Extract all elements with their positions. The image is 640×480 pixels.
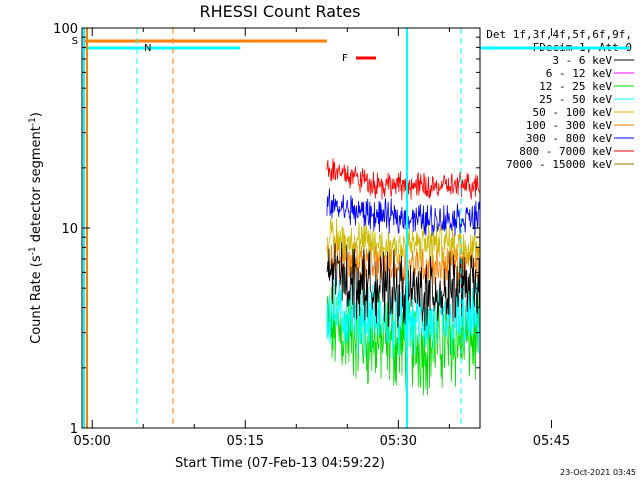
x-axis-label: Start Time (07-Feb-13 04:59:22) — [175, 456, 385, 471]
legend-label: 25 - 50 keV — [539, 93, 612, 106]
legend-label: 12 - 25 keV — [539, 80, 612, 93]
series-line-5 — [326, 238, 480, 290]
series-line-3 — [326, 277, 480, 359]
legend-header-1: Det 1f,3f,4f,5f,6f,9f, — [486, 28, 632, 41]
series-line-0 — [326, 242, 480, 331]
x-tick-label: 05:00 — [73, 434, 110, 449]
legend-label: 6 - 12 keV — [546, 67, 613, 80]
y-tick-label: 100 — [53, 22, 78, 37]
x-tick-label: 05:45 — [533, 434, 570, 449]
plot-clip-group — [326, 158, 480, 396]
legend-label: 3 - 6 keV — [552, 54, 612, 67]
flare-label: F — [342, 53, 348, 64]
legend-label: 100 - 300 keV — [526, 119, 612, 132]
legend-label: 7000 - 15000 keV — [506, 158, 612, 171]
timestamp: 23-Oct-2021 03:45 — [560, 468, 636, 477]
legend: Det 1f,3f,4f,5f,6f,9f, FDecim 1, Att 0 3… — [486, 28, 634, 171]
legend-label: 300 - 800 keV — [526, 132, 612, 145]
x-tick-label: 05:15 — [227, 434, 264, 449]
chart-title: RHESSI Count Rates — [200, 2, 361, 21]
attenuator-label: S — [72, 36, 78, 47]
y-axis-label: Count Rate (s-1 detector segment-1) — [28, 112, 44, 344]
plot-frame — [81, 27, 481, 429]
legend-label: 50 - 100 keV — [533, 106, 613, 119]
series-line-4 — [326, 217, 480, 267]
series-line-6 — [326, 188, 480, 236]
x-tick-label: 05:30 — [380, 434, 417, 449]
series-line-7 — [326, 158, 480, 201]
legend-label: 800 - 7000 keV — [519, 145, 612, 158]
night-label: N — [144, 43, 151, 54]
y-tick-label: 10 — [61, 222, 78, 237]
y-tick-label: 1 — [70, 422, 78, 437]
